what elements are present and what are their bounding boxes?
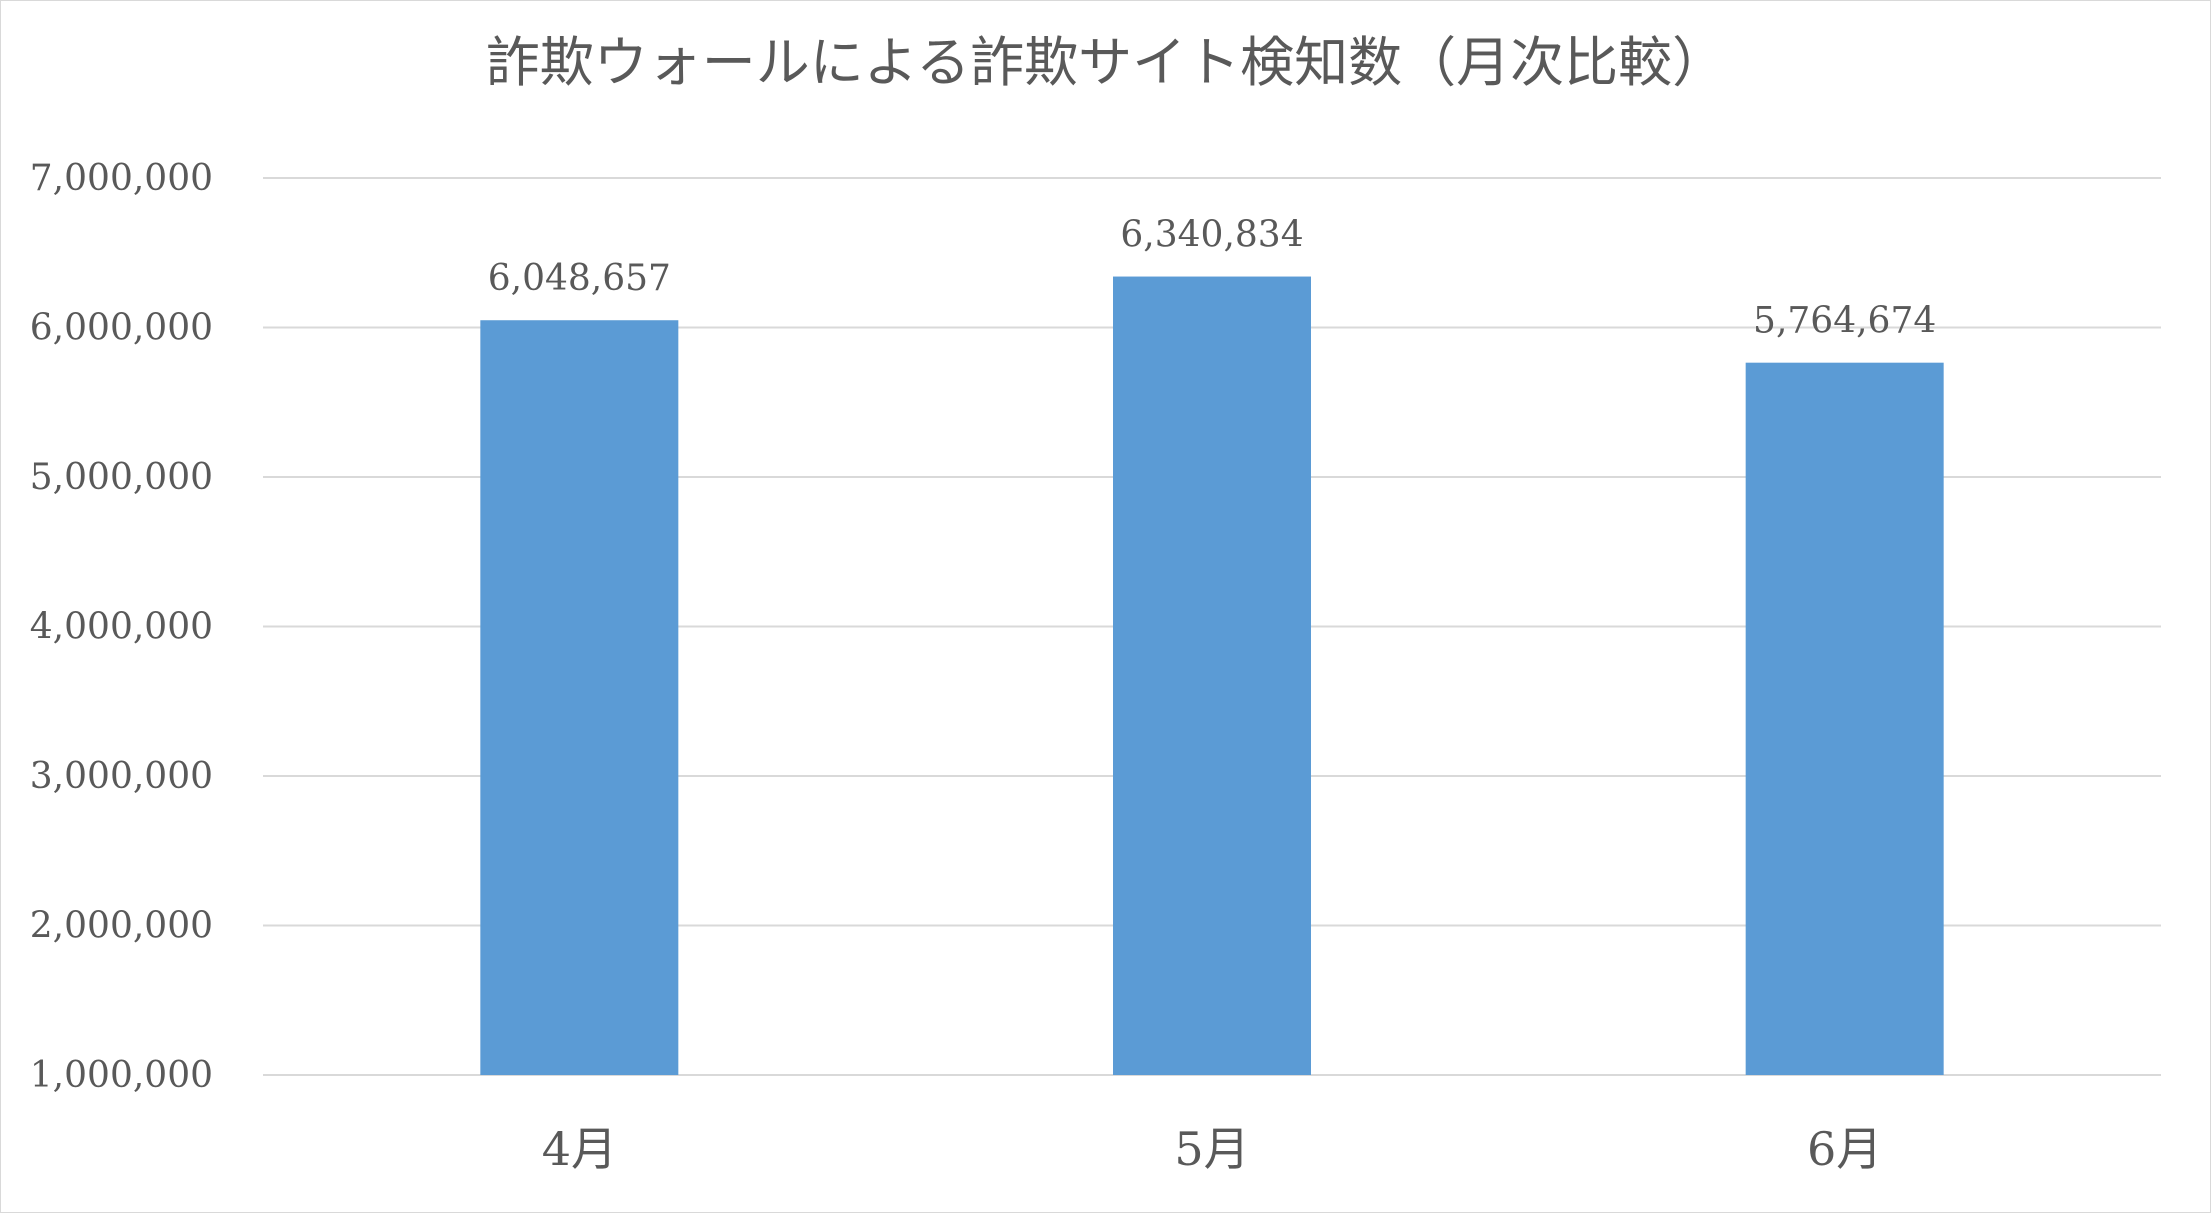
data-label: 5,764,674 bbox=[1753, 301, 1936, 342]
x-tick-label: 6月 bbox=[1807, 1122, 1882, 1176]
y-axis: 1,000,000 2,000,000 3,000,000 4,000,000 5,00… bbox=[30, 158, 213, 1096]
y-tick-label: 3,000,000 bbox=[30, 756, 213, 797]
x-axis: 4月 5月 6月 bbox=[542, 1122, 1883, 1176]
chart-title: 詐欺ウォールによる詐欺サイト検知数（月次比較） bbox=[486, 31, 1726, 94]
y-tick-label: 5,000,000 bbox=[30, 457, 213, 498]
y-tick-label: 7,000,000 bbox=[30, 158, 213, 199]
data-label: 6,340,834 bbox=[1120, 215, 1303, 256]
y-tick-label: 4,000,000 bbox=[30, 607, 213, 648]
bars bbox=[480, 276, 1944, 1076]
bar-3 bbox=[1745, 362, 1944, 1075]
y-tick-label: 2,000,000 bbox=[30, 906, 213, 947]
bar-1 bbox=[480, 320, 679, 1075]
bar-2 bbox=[1113, 276, 1311, 1076]
x-tick-label: 5月 bbox=[1174, 1122, 1249, 1176]
y-tick-label: 1,000,000 bbox=[30, 1055, 213, 1096]
x-tick-label: 4月 bbox=[542, 1122, 617, 1176]
y-tick-label: 6,000,000 bbox=[30, 308, 213, 349]
data-label: 6,048,657 bbox=[488, 258, 671, 299]
data-labels: 6,048,657 6,340,834 5,764,674 bbox=[488, 215, 1937, 342]
